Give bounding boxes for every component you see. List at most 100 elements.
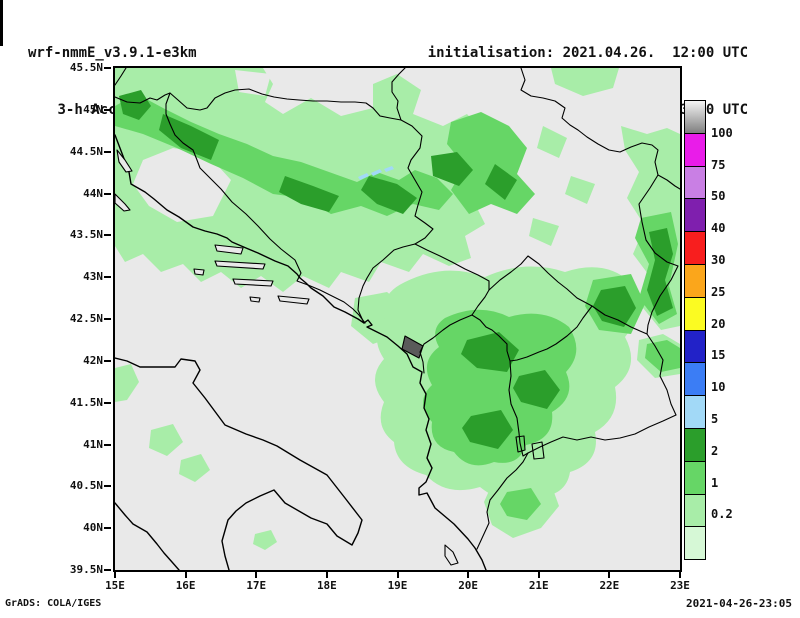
y-tick-label: 42N xyxy=(83,353,103,367)
dry-hole xyxy=(133,148,231,222)
x-tick-mark xyxy=(184,572,187,578)
border-line xyxy=(638,174,679,335)
island xyxy=(277,295,310,305)
y-tick-mark xyxy=(104,485,111,488)
x-tick-label: 18E xyxy=(316,579,337,592)
dry-hole xyxy=(235,70,271,96)
border-line xyxy=(414,243,490,291)
y-tick-mark xyxy=(104,276,111,279)
x-tick-label: 16E xyxy=(175,579,196,592)
precip-map-canvas xyxy=(115,68,680,570)
y-tick-mark xyxy=(104,150,111,153)
creation-timestamp: 2021-04-26-23:05 xyxy=(686,597,792,610)
precip-area xyxy=(115,364,139,402)
x-axis: 15E 16E 17E 18E 19E 20E 21E 22E 23E xyxy=(105,572,690,598)
coast-adriatic-east xyxy=(115,134,487,570)
x-tick-label: 20E xyxy=(458,579,479,592)
x-tick-label: 17E xyxy=(246,579,267,592)
legend-value-label: 20 xyxy=(711,316,726,331)
legend-value-label: 30 xyxy=(711,253,726,267)
x-tick-mark xyxy=(537,572,540,578)
border-line xyxy=(400,119,434,245)
precip-core xyxy=(513,370,560,409)
border-line xyxy=(509,305,593,362)
country-borders-layer xyxy=(115,68,680,550)
island xyxy=(444,544,459,566)
precip-area xyxy=(253,530,277,550)
lake-prespa xyxy=(531,441,545,460)
coast-italy-tyrrhenian xyxy=(115,502,180,570)
y-tick-mark xyxy=(104,318,111,320)
precip-core xyxy=(279,176,339,212)
legend-segment xyxy=(685,264,705,298)
legend-value-label: 75 xyxy=(711,157,726,172)
border-line xyxy=(471,289,490,316)
x-tick-label: 15E xyxy=(105,579,125,592)
precip-core xyxy=(462,410,513,449)
island xyxy=(214,260,266,270)
x-tick-mark xyxy=(255,572,258,578)
x-tick-label: 21E xyxy=(528,579,549,592)
legend-value-label: 25 xyxy=(711,284,726,299)
legend-segment xyxy=(685,330,705,364)
precip-area xyxy=(645,340,680,372)
precip-area xyxy=(447,112,535,214)
precip-core xyxy=(119,90,151,120)
border-line xyxy=(419,314,473,374)
border-line xyxy=(471,314,511,362)
legend-value-label: 10 xyxy=(711,380,726,395)
y-tick-mark xyxy=(104,108,111,111)
legend-value-label: 1 xyxy=(711,475,719,490)
blue-dash xyxy=(358,173,369,180)
precip-core xyxy=(361,176,417,214)
precip-area xyxy=(179,454,210,482)
legend-value-label: 40 xyxy=(711,221,726,236)
y-tick-mark xyxy=(104,527,111,530)
legend-value-label: 5 xyxy=(711,412,719,426)
border-line xyxy=(488,255,593,307)
legend-value-label: 2 xyxy=(711,443,719,458)
island xyxy=(116,149,133,173)
precip-core xyxy=(593,286,636,327)
lakes-layer xyxy=(401,335,545,460)
legend-colorbar xyxy=(684,100,706,561)
island xyxy=(249,296,261,303)
y-tick-label: 44.5N xyxy=(69,144,103,158)
precip-area xyxy=(149,424,183,456)
border-line xyxy=(165,92,366,324)
left-edge-mark xyxy=(0,0,3,46)
legend-value-label: 15 xyxy=(711,348,726,363)
legend-segment xyxy=(685,396,705,429)
y-tick-label: 45N xyxy=(83,102,103,116)
y-tick-mark xyxy=(104,443,111,446)
precip-area xyxy=(537,126,567,158)
color-legend: 100 75 50 40 30 25 20 15 10 5 2 1 0.2 xyxy=(684,100,754,561)
y-tick-mark xyxy=(104,192,111,195)
border-line xyxy=(527,414,677,454)
border-line xyxy=(508,360,529,457)
x-tick-label: 19E xyxy=(387,579,408,592)
legend-segment xyxy=(685,494,705,528)
border-line xyxy=(591,305,648,335)
lake-skadar xyxy=(401,335,424,359)
coastline-layer xyxy=(115,134,487,570)
island xyxy=(115,193,131,212)
y-tick-label: 42.5N xyxy=(69,312,103,325)
legend-value-label: 100 xyxy=(711,125,733,140)
island xyxy=(193,268,205,276)
blue-dash xyxy=(384,166,394,172)
precip-area xyxy=(500,488,541,520)
legend-segment xyxy=(685,199,705,233)
x-tick-label: 23E xyxy=(670,579,690,592)
legend-segment xyxy=(685,363,705,397)
y-tick-mark xyxy=(104,234,111,237)
init-time-line: initialisation: 2021.04.26. 12:00 UTC xyxy=(427,45,748,61)
x-tick-label: 22E xyxy=(599,579,620,592)
precip-area xyxy=(551,68,619,96)
border-line xyxy=(115,68,127,86)
border-line xyxy=(357,243,416,324)
x-tick-mark xyxy=(396,572,399,578)
y-tick-label: 45.5N xyxy=(69,61,103,74)
precip-area xyxy=(565,176,595,204)
island xyxy=(214,244,244,255)
